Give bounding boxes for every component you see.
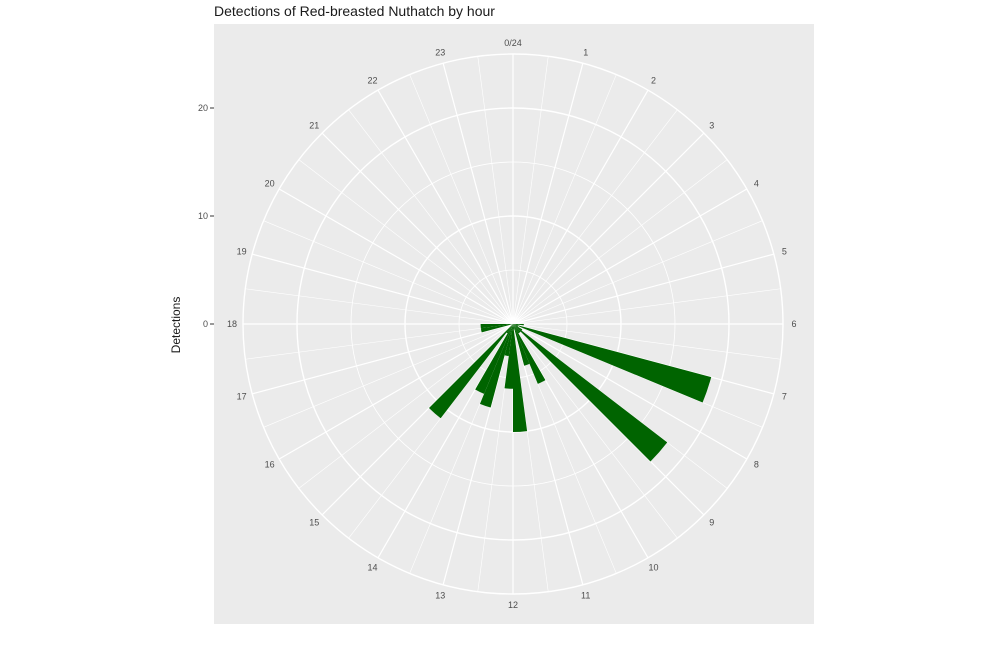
hour-tick-23: 23 [435, 48, 445, 58]
grid-radial-minor [512, 323, 678, 539]
hour-tick-20: 20 [265, 179, 275, 189]
grid-radial-minor [298, 159, 514, 325]
grid-radial-minor [298, 323, 514, 489]
bar-9 [513, 324, 530, 366]
hour-tick-21: 21 [309, 120, 319, 130]
y-tick-labels: 0 10 20 [198, 103, 214, 329]
grid-radial-minor [477, 56, 514, 325]
hour-tick-16: 16 [265, 460, 275, 470]
hour-tick-1: 1 [583, 48, 588, 58]
bar-14 [479, 324, 513, 408]
grid-radial-major [512, 253, 774, 325]
grid-radial-minor [245, 323, 514, 360]
bar-3 [513, 324, 518, 327]
bar-17 [428, 324, 513, 419]
grid-radial-major [512, 188, 748, 325]
bar-16 [506, 324, 513, 334]
hour-tick-18: 18 [227, 319, 237, 329]
bar-0 [513, 324, 524, 326]
bar-15 [475, 324, 513, 394]
grid-radial-major [252, 253, 514, 325]
grid-radial-minor [263, 323, 514, 428]
grid-radial-minor [512, 109, 678, 325]
bar-19 [480, 324, 513, 329]
grid-radial-minor [512, 56, 549, 325]
grid-radial-minor [512, 323, 781, 360]
bar-13 [504, 324, 513, 357]
grid-radial-minor [263, 220, 514, 325]
bar-2 [513, 324, 712, 403]
grid-radial-major [512, 323, 584, 585]
chart-title: Detections of Red-breasted Nuthatch by h… [214, 3, 495, 19]
hour-tick-11: 11 [581, 590, 590, 600]
bar-11 [513, 324, 528, 432]
hour-tick-3: 3 [709, 120, 714, 130]
hour-tick-22: 22 [367, 76, 377, 86]
bar-18 [480, 324, 513, 333]
bar-10 [513, 324, 515, 330]
grid-radial-minor [348, 323, 514, 539]
bars [428, 324, 712, 462]
grid-radial-minor [512, 220, 763, 325]
hour-tick-2: 2 [651, 76, 656, 86]
hour-tick-10: 10 [648, 562, 658, 572]
grid-radial-major [321, 132, 514, 325]
grid-radial-major [252, 323, 514, 395]
hour-tick-12: 12 [508, 600, 518, 610]
bar-6 [513, 324, 521, 333]
grid-radial-major [512, 323, 748, 460]
grid-radial-minor [512, 159, 728, 325]
grid-radial-minor [409, 74, 514, 325]
grid-radial-major [442, 63, 514, 325]
grid-radial-major [512, 323, 774, 395]
bar-5 [513, 324, 668, 462]
hour-tick-0: 0/24 [504, 38, 522, 48]
grid-radial-major [512, 63, 584, 325]
hour-tick-19: 19 [237, 246, 247, 256]
hour-tick-15: 15 [309, 518, 319, 528]
hour-tick-labels: 0/24123456789101112131415161718192021222… [227, 38, 797, 610]
grid-radial-major [278, 188, 514, 325]
bar-8 [513, 324, 546, 384]
grid-radial-minor [245, 288, 514, 325]
bar-7 [513, 324, 520, 334]
grid-radial-major [442, 323, 514, 585]
bar-12 [504, 324, 513, 389]
grid-radial-major [377, 323, 514, 559]
grid-radial-major [377, 89, 514, 325]
hour-tick-4: 4 [754, 179, 759, 189]
grid-radial-major [512, 132, 705, 325]
hour-tick-9: 9 [709, 518, 714, 528]
grid-radial-minor [512, 323, 617, 574]
y-tick-20: 20 [198, 103, 208, 113]
hour-tick-14: 14 [367, 562, 377, 572]
grid-radial-minor [512, 288, 781, 325]
hour-tick-17: 17 [237, 392, 247, 402]
grid-lines [242, 53, 784, 595]
bar-4 [513, 324, 523, 331]
bar-1 [513, 324, 519, 326]
y-tick-0: 0 [203, 319, 208, 329]
hour-tick-5: 5 [782, 246, 787, 256]
hour-tick-6: 6 [791, 319, 796, 329]
hour-tick-13: 13 [435, 590, 445, 600]
y-tick-10: 10 [198, 211, 208, 221]
grid-radial-minor [348, 109, 514, 325]
grid-radial-major [512, 89, 649, 325]
grid-radial-major [278, 323, 514, 460]
grid-radial-minor [512, 74, 617, 325]
hour-tick-7: 7 [782, 392, 787, 402]
grid-radial-minor [477, 323, 514, 592]
hour-tick-8: 8 [754, 460, 759, 470]
